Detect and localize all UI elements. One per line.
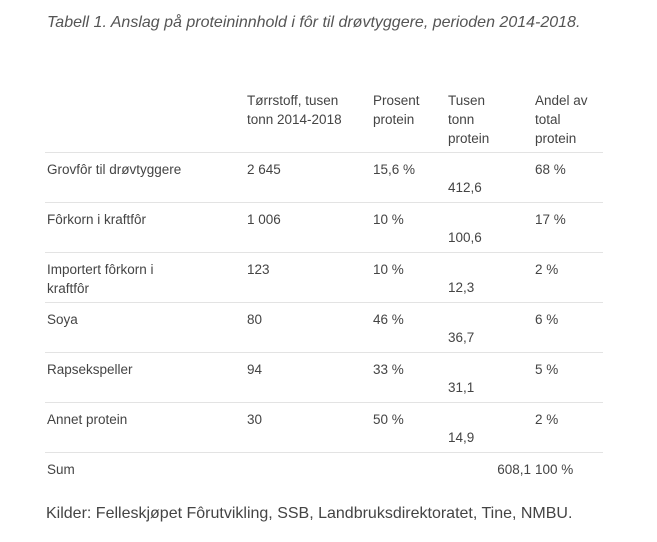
- table-row: Soya 80 46 % 36,7 6 %: [45, 302, 603, 353]
- table-caption: Tabell 1. Anslag på proteininnhold i fôr…: [47, 14, 581, 31]
- header-cell: [45, 91, 245, 153]
- table-cell: 412,6: [448, 180, 482, 195]
- table-cell: 33 %: [373, 362, 404, 377]
- table-cell: 14,9: [448, 430, 475, 445]
- table-cell: 123: [247, 262, 270, 277]
- header-cell: Andel av total protein: [535, 93, 588, 146]
- table-cell: 1 006: [247, 212, 281, 227]
- table-cell: 2 645: [247, 162, 281, 177]
- table-cell: 50 %: [373, 412, 404, 427]
- row-label: Annet protein: [47, 412, 128, 427]
- row-label: Grovfôr til drøvtyggere: [47, 162, 182, 177]
- table-row: Fôrkorn i kraftfôr 1 006 10 % 100,6 17 %: [45, 202, 603, 253]
- sum-protein-value: 608,1: [497, 462, 531, 477]
- table-cell: 46 %: [373, 312, 404, 327]
- table-header-row: Tørrstoff, tusen tonn 2014-2018 Prosent …: [45, 91, 603, 153]
- table-cell: 36,7: [448, 330, 475, 345]
- row-label: Rapsekspeller: [47, 362, 133, 377]
- header-cell: Tusen tonn protein: [448, 93, 490, 146]
- row-label: Fôrkorn i kraftfôr: [47, 212, 147, 227]
- table-cell: 80: [247, 312, 263, 327]
- table-cell: 94: [247, 362, 263, 377]
- header-cell: Tørrstoff, tusen tonn 2014-2018: [247, 93, 342, 127]
- table-cell: 30: [247, 412, 263, 427]
- table-cell: 10 %: [373, 212, 404, 227]
- row-label: Soya: [47, 312, 78, 327]
- table-cell: 17 %: [535, 212, 566, 227]
- sum-label: Sum: [47, 462, 75, 477]
- table-cell: 100,6: [448, 230, 482, 245]
- table-row: Grovfôr til drøvtyggere 2 645 15,6 % 412…: [45, 152, 603, 203]
- table-cell: 15,6 %: [373, 162, 416, 177]
- table-cell: 12,3: [448, 280, 475, 295]
- header-cell: Prosent protein: [373, 93, 420, 127]
- table-row: Rapsekspeller 94 33 % 31,1 5 %: [45, 352, 603, 403]
- table-row: Importert fôrkorn i kraftfôr 123 10 % 12…: [45, 252, 603, 303]
- table-cell: 2 %: [535, 412, 559, 427]
- source-note: Kilder: Felleskjøpet Fôrutvikling, SSB, …: [46, 505, 573, 522]
- table-cell: 6 %: [535, 312, 559, 327]
- sum-share-value: 100 %: [535, 462, 574, 477]
- protein-table: Tørrstoff, tusen tonn 2014-2018 Prosent …: [45, 91, 603, 493]
- table-cell: 68 %: [535, 162, 566, 177]
- table-cell: 5 %: [535, 362, 559, 377]
- row-label: Importert fôrkorn i kraftfôr: [47, 262, 154, 296]
- table-row: Annet protein 30 50 % 14,9 2 %: [45, 402, 603, 453]
- table-cell: 2 %: [535, 262, 559, 277]
- sum-row: Sum 608,1 100 %: [45, 452, 603, 494]
- table-cell: 31,1: [448, 380, 475, 395]
- table-cell: 10 %: [373, 262, 404, 277]
